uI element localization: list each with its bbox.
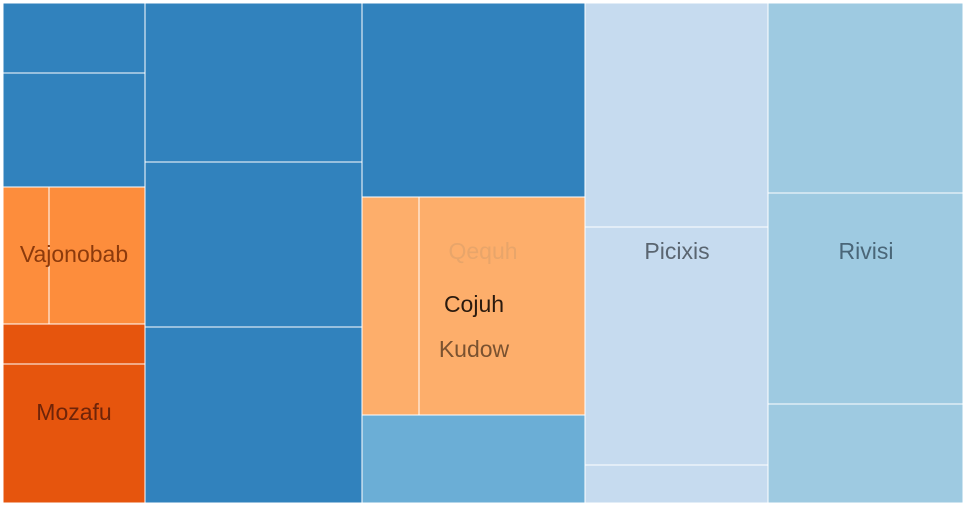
treemap-cell [767,192,964,405]
treemap-labels: Vajonobab Mozafu Qequh Cojuh Kudow Picix… [20,238,894,425]
treemap-cell [361,2,586,198]
treemap-label: Picixis [644,238,709,264]
treemap-cell [767,2,964,194]
treemap-label: Kudow [439,336,510,362]
treemap-cell [48,186,146,325]
treemap-cell [2,72,146,188]
treemap-label: Rivisi [839,238,894,264]
treemap-cell [584,226,769,466]
treemap-label: Vajonobab [20,241,128,267]
treemap-cell [584,464,769,504]
treemap-cell [767,403,964,504]
treemap-cell [2,323,146,365]
treemap-cell [361,196,420,416]
treemap-label: Cojuh [444,291,504,317]
treemap-cell [144,161,363,328]
treemap-cells [2,2,964,504]
treemap-cell [418,196,586,416]
treemap-cell [584,2,769,228]
treemap-label: Qequh [448,238,517,264]
treemap-cell [361,414,586,504]
treemap-cell [2,2,146,74]
treemap-cell [144,326,363,504]
treemap-label: Mozafu [36,399,111,425]
treemap-cell [144,2,363,163]
treemap-cell [2,363,146,504]
